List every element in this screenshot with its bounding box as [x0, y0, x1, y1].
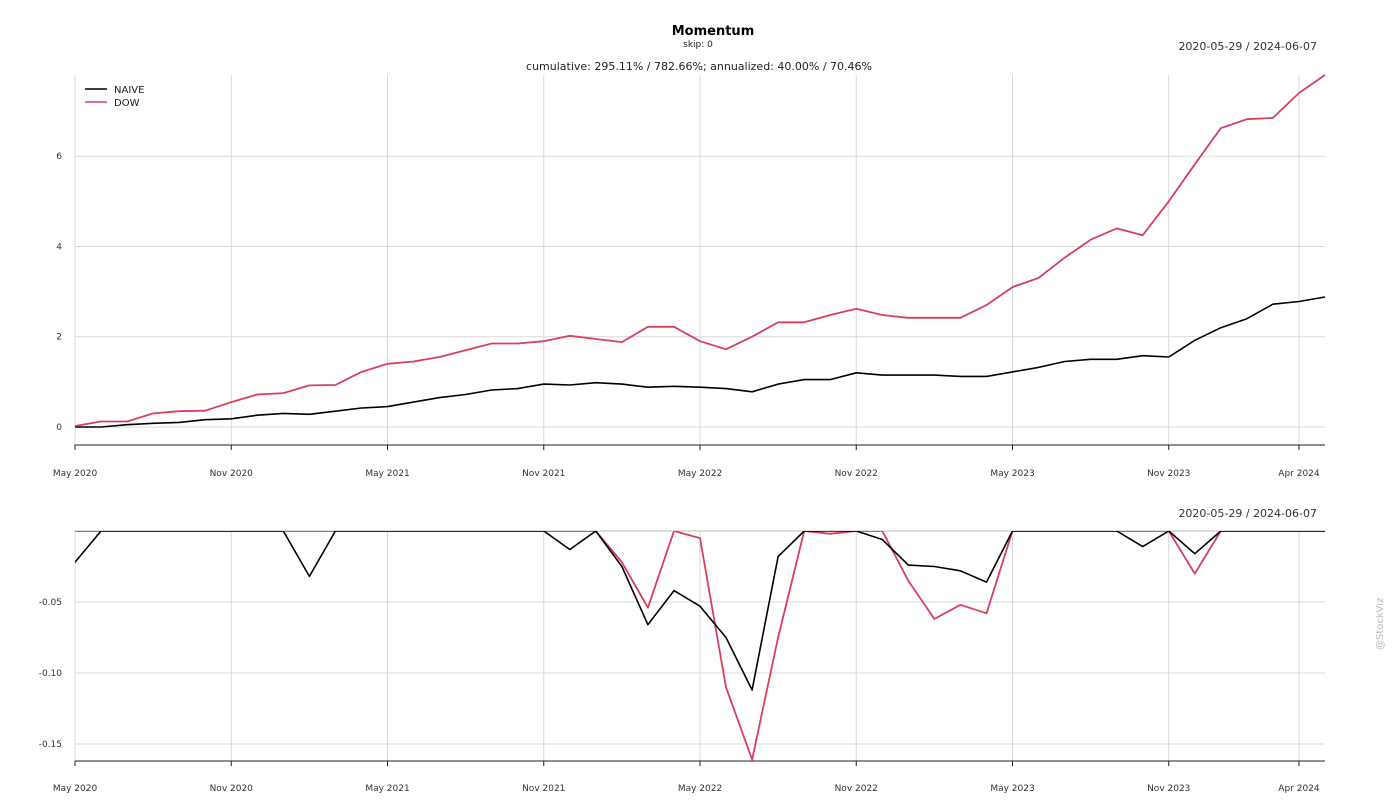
x-tick-label: Nov 2020 [210, 784, 254, 794]
y-tick-label: 6 [56, 152, 62, 162]
legend-label-dow: DOW [114, 98, 140, 109]
x-tick-label: Nov 2023 [1147, 469, 1190, 479]
y-tick-label: -0.05 [39, 598, 62, 608]
x-tick-label: May 2020 [53, 784, 98, 794]
y-tick-label: 4 [56, 242, 62, 252]
series-line-naive [75, 531, 1325, 691]
x-tick-label: May 2022 [678, 784, 722, 794]
x-tick-label: May 2022 [678, 469, 722, 479]
legend-label-naive: NAIVE [114, 85, 144, 96]
date-range-top: 2020-05-29 / 2024-06-07 [1178, 40, 1317, 53]
x-tick-label: May 2021 [365, 784, 409, 794]
watermark: @StockViz [1375, 598, 1386, 650]
x-tick-label: May 2021 [365, 469, 409, 479]
date-range-bottom: 2020-05-29 / 2024-06-07 [1178, 507, 1317, 520]
series-line-dow [75, 531, 1325, 761]
x-tick-label: May 2023 [990, 784, 1034, 794]
chart-title: Momentum [672, 24, 755, 39]
x-tick-label: May 2023 [990, 469, 1034, 479]
y-tick-label: -0.15 [39, 740, 62, 750]
legend: NAIVE DOW [85, 85, 144, 109]
panel-cumulative: 0 2 4 6 May 2020 Nov 2020 May 2021 Nov 2021 May … [53, 74, 1326, 479]
y-tick-label: 0 [56, 423, 62, 433]
panel-drawdown: -0.05 -0.10 -0.15 May 2020 Nov 2020 May 2021 N… [39, 530, 1325, 794]
x-tick-label: Nov 2021 [522, 784, 565, 794]
x-tick-label: Apr 2024 [1278, 469, 1320, 479]
y-tick-label: -0.10 [39, 669, 63, 679]
chart-panels: 0 2 4 6 May 2020 Nov 2020 May 2021 Nov 2021 May … [39, 74, 1326, 794]
performance-stats: cumulative: 295.11% / 782.66%; annualize… [526, 60, 872, 73]
x-tick-label: Nov 2022 [835, 784, 878, 794]
x-tick-label: Nov 2021 [522, 469, 565, 479]
y-tick-label: 2 [56, 333, 62, 343]
x-tick-label: May 2020 [53, 469, 98, 479]
series-line-naive [75, 296, 1326, 428]
chart-subtitle: skip: 0 [683, 40, 713, 50]
series-line-dow [74, 74, 1326, 427]
x-tick-label: Apr 2024 [1278, 784, 1320, 794]
x-tick-label: Nov 2020 [210, 469, 254, 479]
x-tick-label: Nov 2022 [835, 469, 878, 479]
x-tick-label: Nov 2023 [1147, 784, 1190, 794]
